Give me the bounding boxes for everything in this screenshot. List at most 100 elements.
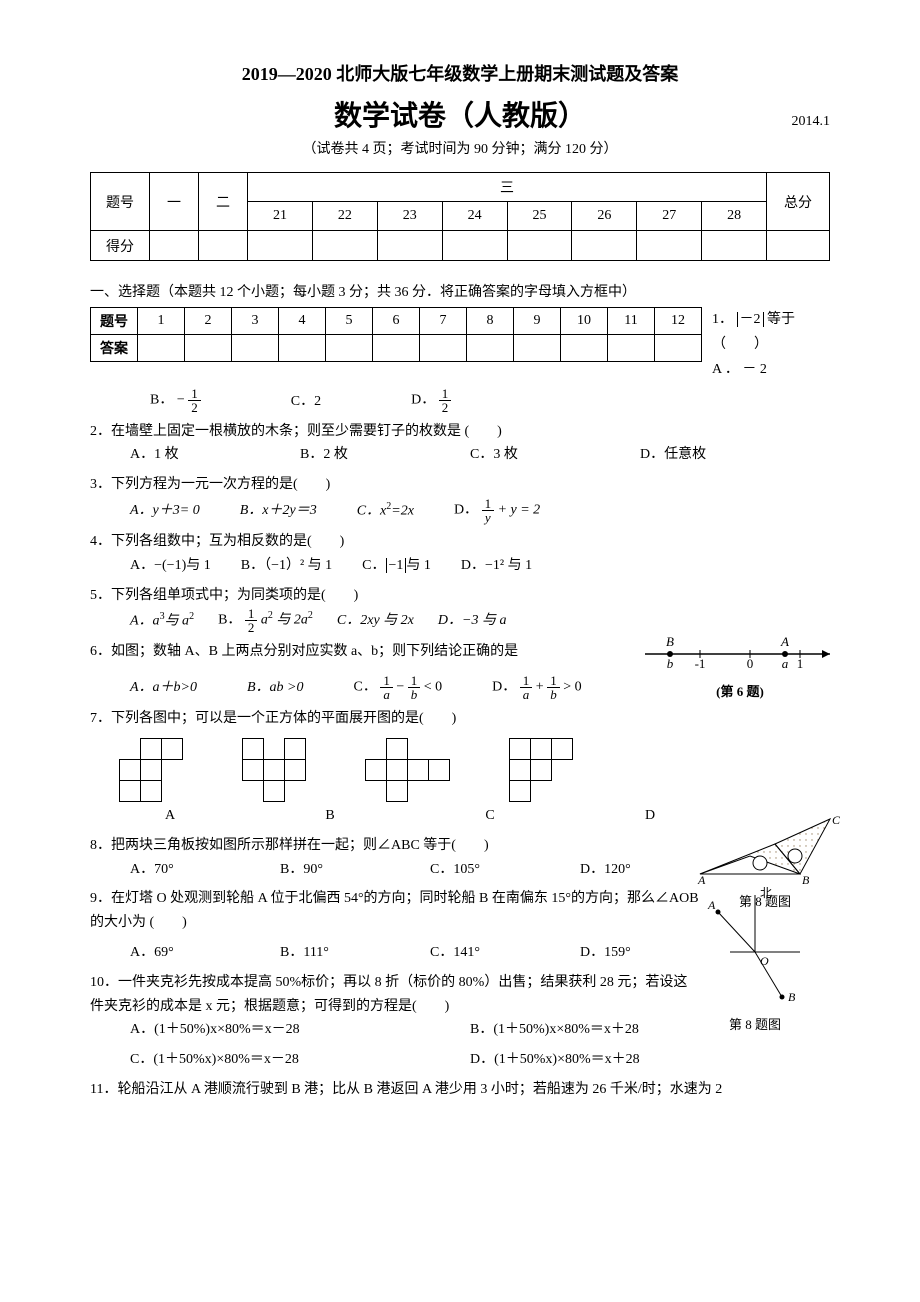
fig-caption: (第 6 题) [640, 681, 840, 703]
opt-post: 与 1 [406, 558, 431, 573]
q4-stem: 4．下列各组数中；互为相反数的是( ) [90, 530, 830, 554]
net-c [366, 739, 450, 802]
score-row-label: 得分 [91, 231, 150, 261]
opt: A．−(−1)与 1 [130, 554, 211, 578]
q2-opts: A．1 枚 B．2 枚 C．3 枚 D．任意枚 [130, 443, 830, 467]
ans-label: 答案 [91, 335, 138, 362]
svg-text:b: b [667, 656, 674, 671]
net-a [120, 739, 183, 802]
score-sub: 26 [572, 202, 637, 231]
opt: B．x＋2y＝3 [240, 499, 317, 523]
opt: D．120° [580, 858, 690, 882]
svg-text:北: 北 [760, 887, 772, 900]
score-col-2: 二 [199, 173, 248, 231]
svg-text:C: C [832, 814, 840, 827]
score-th-num: 题号 [91, 173, 150, 231]
opt: B．111° [280, 941, 390, 965]
section1-heading: 一、选择题（本题共 12 个小题；每小题 3 分；共 36 分．将正确答案的字母… [90, 281, 830, 301]
opt: C．141° [430, 941, 540, 965]
opt-text: B．x＋2y＝3 [240, 503, 317, 518]
opt: D．159° [580, 941, 690, 965]
number-line-svg: B A b -1 0 a 1 [640, 634, 840, 674]
opt: A．1 枚 [130, 443, 240, 467]
t: 与 2a [273, 613, 308, 628]
q3: 3．下列方程为一元一次方程的是( ) A．y＋3= 0 B．x＋2y＝3 C．x… [90, 473, 830, 524]
score-sub: 24 [442, 202, 507, 231]
opt: D．−1² 与 1 [461, 554, 532, 578]
score-sub: 28 [702, 202, 767, 231]
q1-stem: 1． －2 等于 （ ） A ． － 2 [706, 307, 830, 383]
answer-row: 题号 1 2 3 4 5 6 7 8 9 10 11 12 答案 1． －2 等… [90, 307, 830, 383]
opt-pre: C．x [357, 503, 387, 518]
q1-opts: B． − 12 C．2 D． 12 [150, 387, 830, 414]
q1-optA: A ． － 2 [712, 362, 767, 377]
opt: C．−1与 1 [362, 554, 431, 578]
q1-optD: D． 12 [411, 387, 451, 414]
ans-hdr: 题号 [91, 308, 138, 335]
triangle-svg: A B C [690, 814, 840, 884]
lbl: C [440, 804, 540, 828]
opt: C．(1＋50%x)×80%＝x－28 [130, 1048, 430, 1072]
q1-num: 1． [712, 312, 733, 327]
frac-d: y [482, 511, 495, 524]
opt: D． 1a + 1b > 0 [492, 674, 581, 701]
opt: C．105° [430, 858, 540, 882]
score-sub: 23 [377, 202, 442, 231]
net-d [510, 739, 573, 802]
fig-caption: 第 8 题图 [700, 1014, 810, 1036]
fraction: 1y [482, 497, 495, 524]
frac-n: 1 [547, 674, 560, 688]
q3-opts: A．y＋3= 0 B．x＋2y＝3 C．x2=2x D． 1y + y = 2 [130, 497, 830, 524]
ans-col: 1 [138, 308, 185, 335]
frac-n: 1 [408, 674, 421, 688]
t: > 0 [563, 680, 581, 695]
q1-tail: 等于 [767, 312, 795, 327]
lbl: A [120, 804, 220, 828]
q1-optB: B． − 12 [150, 387, 201, 414]
q7-stem: 7．下列各图中；可以是一个正方体的平面展开图的是( ) [90, 707, 830, 731]
opt: B．ab >0 [247, 676, 304, 700]
svg-text:A: A [780, 634, 789, 649]
lbl: B [280, 804, 380, 828]
frac-n: 1 [245, 607, 258, 621]
ans-col: 9 [514, 308, 561, 335]
fraction: 12 [245, 607, 258, 634]
frac-n: 1 [439, 387, 452, 401]
fraction: 12 [188, 387, 201, 414]
q8: A B C 第 8 题图 8．把两块三角板按如图所示那样拼在一起；则∠ABC 等… [90, 834, 830, 882]
q9: 北 A O B 第 8 题图 9．在灯塔 O 处观测到轮船 A 位于北偏西 54… [90, 887, 830, 964]
score-col-3: 三 [248, 173, 767, 202]
t: C． [354, 680, 377, 695]
ans-col: 5 [326, 308, 373, 335]
subtitle-row: 数学试卷（人教版） 2014.1 [90, 94, 830, 134]
svg-text:-1: -1 [695, 656, 706, 671]
opt: A．70° [130, 858, 240, 882]
score-total: 总分 [767, 173, 830, 231]
neg: − [177, 392, 185, 407]
opt: B． 12 a2 与 2a2 [218, 607, 313, 634]
svg-text:B: B [666, 634, 674, 649]
q4-opts: A．−(−1)与 1 B．（−1）² 与 1 C．−1与 1 D．−1² 与 1 [130, 554, 830, 578]
opt-post: + y = 2 [498, 503, 541, 518]
answer-table: 题号 1 2 3 4 5 6 7 8 9 10 11 12 答案 [90, 307, 702, 362]
opt: A．69° [130, 941, 240, 965]
bearing-svg: 北 A O B [700, 887, 810, 1007]
sup: 2 [308, 610, 313, 621]
score-sub: 21 [248, 202, 313, 231]
lbl: D [600, 804, 700, 828]
svg-text:1: 1 [797, 656, 804, 671]
q5: 5．下列各组单项式中；为同类项的是( ) A．a3与 a2 B． 12 a2 与… [90, 584, 830, 635]
t: B． [218, 613, 241, 628]
opt: B．90° [280, 858, 390, 882]
frac-n: 1 [380, 674, 393, 688]
ans-col: 10 [561, 308, 608, 335]
frac-d: b [547, 688, 560, 701]
ans-col: 11 [608, 308, 655, 335]
opt: B．2 枚 [300, 443, 410, 467]
svg-text:A: A [707, 898, 716, 912]
t: A．a [130, 614, 160, 629]
fraction: 12 [439, 387, 452, 414]
q2-stem: 2．在墙壁上固定一根横放的木条；则至少需要钉子的枚数是 ( ) [90, 420, 830, 444]
number-line-figure: B A b -1 0 a 1 (第 6 题) [640, 634, 840, 703]
frac-n: 1 [482, 497, 495, 511]
